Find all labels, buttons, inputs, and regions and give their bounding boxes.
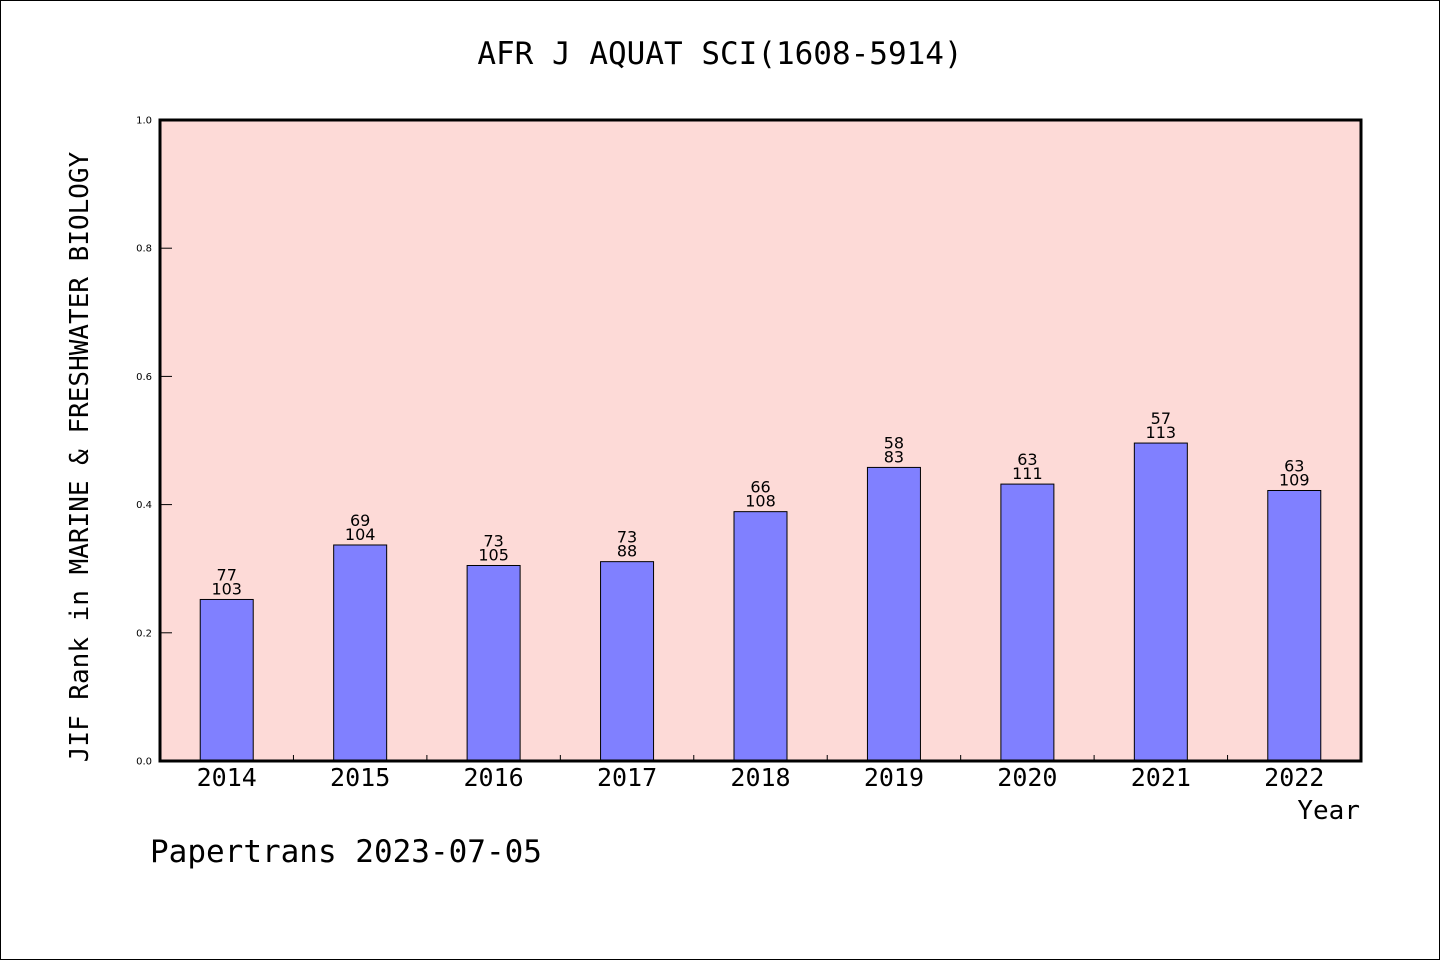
data-label-total: 109 xyxy=(1279,470,1310,489)
bar-2019 xyxy=(866,466,921,762)
data-label-total: 105 xyxy=(478,545,509,564)
data-label-rank: 57 xyxy=(1151,409,1171,428)
bar-2020 xyxy=(1000,483,1055,762)
y-tick-label: 0.8 xyxy=(136,244,152,255)
data-label-rank: 77 xyxy=(217,565,237,584)
x-tick-label: 2018 xyxy=(730,763,790,792)
bar-2021 xyxy=(1133,442,1188,762)
data-label-rank: 69 xyxy=(350,511,370,530)
y-tick-label: 1.0 xyxy=(136,116,152,127)
y-tick-label: 0.0 xyxy=(136,757,152,768)
data-label-total: 108 xyxy=(745,492,776,511)
x-tick-label: 2021 xyxy=(1131,763,1191,792)
x-tick-label: 2022 xyxy=(1264,763,1324,792)
bar-2016 xyxy=(466,564,521,762)
x-tick-label: 2015 xyxy=(330,763,390,792)
data-label-total: 88 xyxy=(617,542,637,561)
bar-2022 xyxy=(1267,489,1322,762)
chart-title: AFR J AQUAT SCI(1608-5914) xyxy=(477,36,963,72)
y-tick-label: 0.6 xyxy=(136,372,152,383)
y-tick-label: 0.2 xyxy=(136,628,152,639)
data-label-total: 83 xyxy=(884,447,904,466)
x-tick-label: 2017 xyxy=(597,763,657,792)
footer-credit: Papertrans 2023-07-05 xyxy=(150,834,542,870)
data-label-rank: 66 xyxy=(750,478,770,497)
data-label-rank: 73 xyxy=(483,531,503,550)
data-label-rank: 63 xyxy=(1284,456,1304,475)
x-tick-label: 2014 xyxy=(197,763,257,792)
plot-frame xyxy=(158,118,1363,763)
bar-2017 xyxy=(600,561,655,762)
x-tick-label: 2016 xyxy=(464,763,524,792)
data-label-rank: 58 xyxy=(884,433,904,452)
x-tick-label: 2020 xyxy=(997,763,1057,792)
x-axis-label: Year xyxy=(1297,796,1360,826)
data-label-total: 113 xyxy=(1146,423,1177,442)
y-tick-label: 0.4 xyxy=(136,500,152,511)
data-label-rank: 73 xyxy=(617,528,637,547)
bar-2015 xyxy=(333,544,388,762)
data-label-rank: 63 xyxy=(1017,450,1037,469)
data-label-total: 111 xyxy=(1012,464,1043,483)
data-label-total: 103 xyxy=(211,579,242,598)
bar-2014 xyxy=(199,598,254,762)
data-label-total: 104 xyxy=(345,525,376,544)
x-tick-label: 2019 xyxy=(864,763,924,792)
bar-2018 xyxy=(733,511,788,762)
